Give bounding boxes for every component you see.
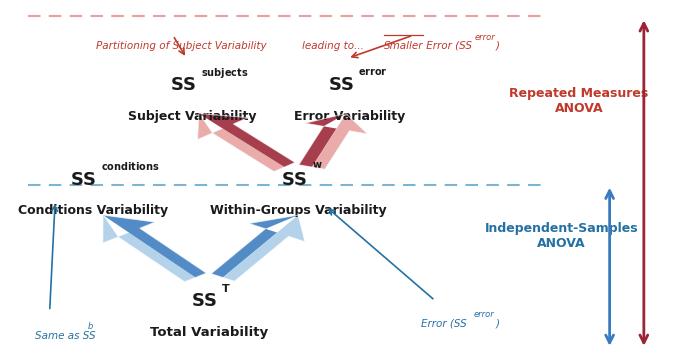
Text: $\mathbf{subjects}$: $\mathbf{subjects}$ [201, 66, 248, 80]
Text: leading to...: leading to... [302, 41, 363, 51]
Text: Smaller: Smaller [384, 41, 424, 51]
Polygon shape [103, 215, 206, 278]
Text: $\mathbf{SS}$: $\mathbf{SS}$ [170, 76, 197, 94]
Polygon shape [199, 113, 295, 167]
Text: Conditions Variability: Conditions Variability [18, 204, 168, 218]
Text: $\mathbf{T}$: $\mathbf{T}$ [221, 282, 231, 294]
Text: Partitioning of Subject Variability: Partitioning of Subject Variability [96, 41, 267, 51]
Text: $\mathbf{error}$: $\mathbf{error}$ [358, 66, 388, 77]
Text: Subject Variability: Subject Variability [128, 110, 256, 123]
Text: $\mathbf{SS}$: $\mathbf{SS}$ [281, 171, 307, 188]
Text: Error Variability: Error Variability [294, 110, 405, 123]
Polygon shape [312, 113, 368, 169]
Text: ): ) [496, 318, 499, 328]
Text: Within-Groups Variability: Within-Groups Variability [210, 204, 386, 218]
Text: ): ) [496, 41, 499, 51]
Polygon shape [211, 215, 298, 278]
Text: Independent-Samples
ANOVA: Independent-Samples ANOVA [485, 223, 638, 251]
Text: $\mathbf{SS}$: $\mathbf{SS}$ [190, 292, 217, 310]
Polygon shape [299, 113, 346, 167]
Text: Total Variability: Total Variability [150, 326, 268, 339]
Text: b: b [88, 322, 93, 331]
Text: $\mathbf{SS}$: $\mathbf{SS}$ [70, 171, 97, 188]
Text: Error (SS: Error (SS [424, 41, 473, 51]
Text: Repeated Measures
ANOVA: Repeated Measures ANOVA [509, 87, 648, 115]
Text: Error (SS: Error (SS [421, 318, 467, 328]
Polygon shape [103, 215, 195, 282]
Polygon shape [197, 113, 284, 172]
Polygon shape [223, 215, 305, 281]
Text: $\mathbf{conditions}$: $\mathbf{conditions}$ [101, 160, 160, 172]
Text: $\mathbf{w}$: $\mathbf{w}$ [312, 160, 323, 170]
Text: error: error [475, 33, 496, 42]
Text: Same as SS: Same as SS [34, 331, 95, 341]
Text: $\mathbf{SS}$: $\mathbf{SS}$ [328, 76, 354, 94]
Text: error: error [474, 310, 495, 319]
